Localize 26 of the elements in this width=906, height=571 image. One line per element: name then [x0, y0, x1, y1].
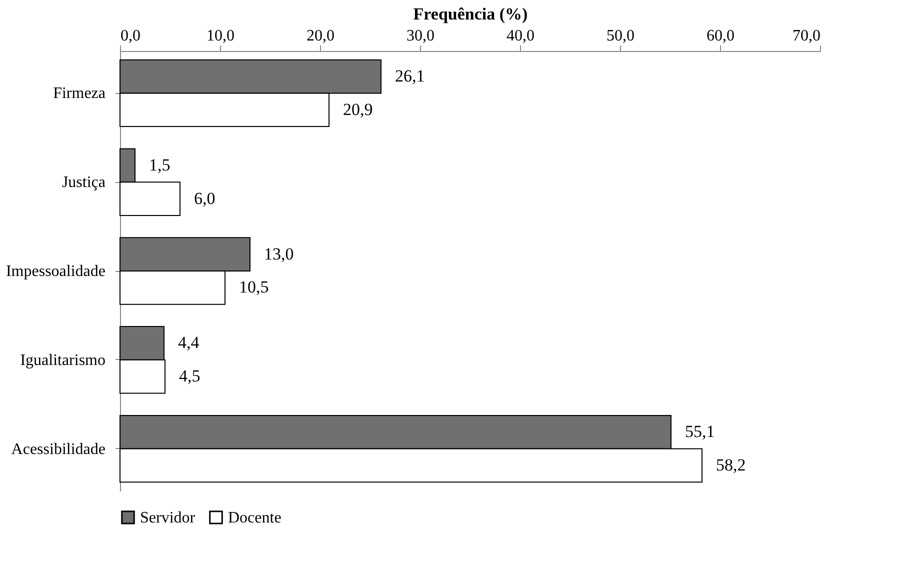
y-tick-label: Impessoalidade: [6, 263, 106, 280]
x-tick-label: 60,0: [706, 28, 734, 44]
legend-label: Docente: [228, 509, 282, 526]
data-label: 26,1: [395, 66, 425, 86]
data-label: 58,2: [716, 455, 746, 474]
y-tick-label: Firmeza: [53, 85, 106, 102]
legend-label: Servidor: [140, 509, 196, 526]
x-tick-label: 40,0: [506, 28, 534, 44]
x-tick-label: 0,0: [120, 28, 140, 44]
y-tick-label: Igualitarismo: [20, 352, 106, 369]
y-tick-label: Justiça: [62, 174, 106, 192]
x-tick-label: 50,0: [606, 28, 634, 44]
data-label: 1,5: [149, 155, 170, 174]
x-axis-title: Frequência (%): [413, 4, 528, 24]
data-label: 6,0: [194, 188, 216, 208]
data-label: 10,5: [239, 278, 269, 297]
data-label: 4,5: [179, 366, 200, 386]
data-label: 13,0: [264, 244, 294, 264]
y-tick-label: Acessibilidade: [11, 440, 106, 458]
x-tick-label: 10,0: [206, 28, 234, 44]
data-label: 4,4: [178, 333, 200, 352]
x-tick-label: 20,0: [306, 28, 334, 44]
x-tick-label: 30,0: [406, 28, 434, 44]
x-tick-label: 70,0: [792, 28, 820, 44]
data-label: 20,9: [343, 100, 373, 119]
data-label: 55,1: [685, 422, 715, 442]
